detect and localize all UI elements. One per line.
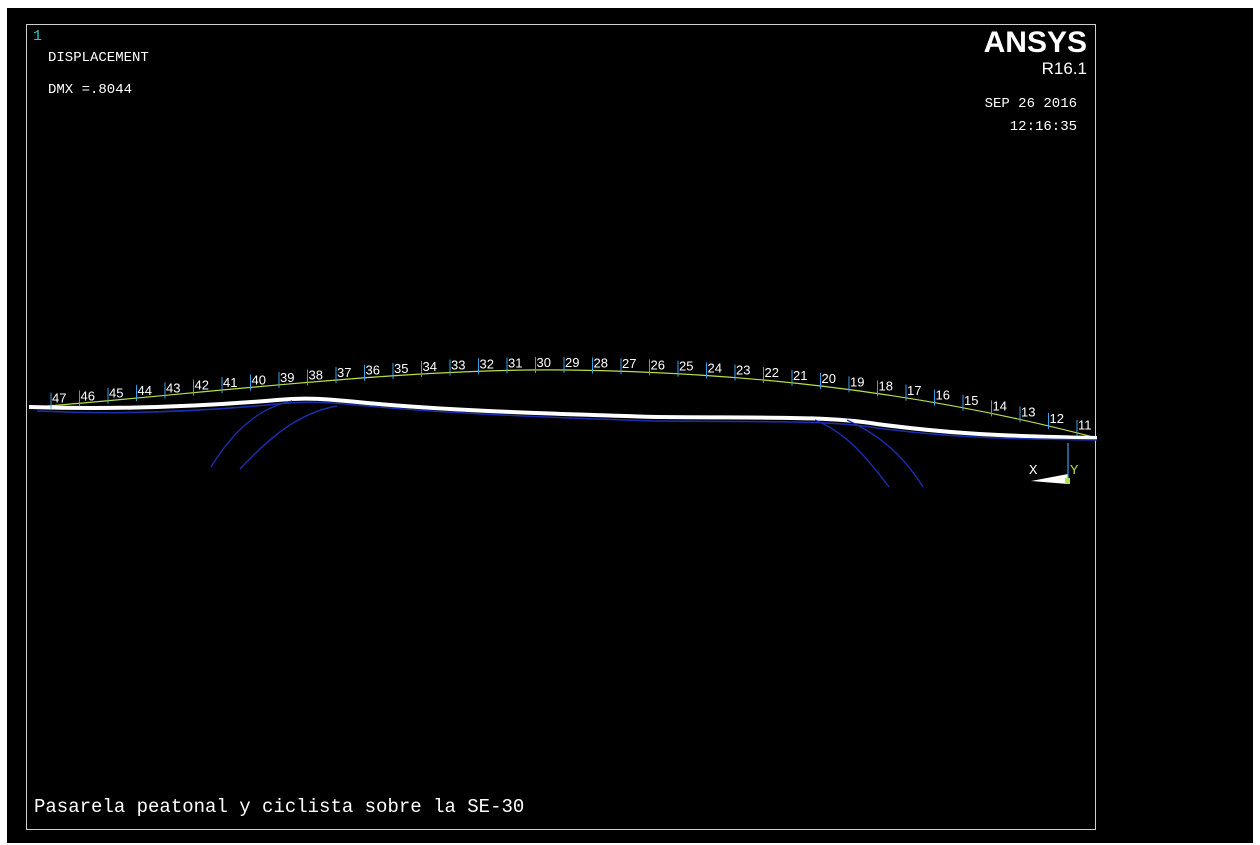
deformed-shape-plot: 47 46 45 44 43 42 41 40 39 38 37 36 35 34 33 32 31 30 29 28… — [28, 355, 1098, 488]
node-label: 43 — [166, 380, 180, 395]
node-label: 25 — [679, 359, 693, 374]
node-label: 21 — [793, 368, 807, 383]
node-label: 27 — [622, 356, 636, 371]
brand-version: R16.1 — [1041, 59, 1087, 78]
max-displacement-readout: DMX =.8044 — [48, 82, 133, 98]
node-label: 36 — [366, 363, 380, 378]
node-label: 29 — [565, 355, 579, 370]
model-caption: Pasarela peatonal y ciclista sobre la SE… — [34, 796, 525, 818]
node-label: 32 — [480, 356, 494, 371]
brand-name: ANSYS — [983, 26, 1087, 59]
graphics-viewport[interactable]: 47 46 45 44 43 42 41 40 39 38 37 36 35 34 33 32 31 30 29 28… — [7, 8, 1253, 843]
triad-x-axis — [1031, 474, 1068, 484]
node-label: 37 — [337, 365, 351, 380]
coordinate-triad: X Y — [1029, 443, 1079, 484]
node-label: 11 — [1078, 418, 1092, 433]
node-label: 18 — [879, 378, 893, 393]
deck-underside-line — [36, 401, 1098, 441]
node-label: 26 — [651, 357, 665, 372]
node-label: 35 — [394, 361, 408, 376]
triad-x-label: X — [1029, 463, 1038, 479]
node-label: 44 — [138, 383, 152, 398]
node-label: 39 — [280, 370, 294, 385]
plot-time: 12:16:35 — [1009, 119, 1077, 135]
undeformed-shape-line — [46, 369, 1098, 439]
deformed-deck — [28, 396, 1098, 440]
window-number: 1 — [33, 28, 43, 45]
node-label: 45 — [109, 386, 123, 401]
plot-date: SEP 26 2016 — [984, 96, 1077, 112]
node-label: 40 — [252, 372, 266, 387]
graphics-window-frame — [26, 24, 1096, 830]
node-label: 42 — [195, 378, 209, 393]
node-label: 41 — [223, 375, 237, 390]
ansys-logo: ANSYS R16.1 — [984, 26, 1087, 78]
node-label: 28 — [594, 355, 608, 370]
left-pier-outer — [210, 400, 293, 468]
node-label: 24 — [708, 360, 722, 375]
node-label: 20 — [822, 371, 836, 386]
left-pier-inner — [239, 405, 338, 470]
node-labels: 47 46 45 44 43 42 41 40 39 38 37 36 35 34 33 32 31 30 29 28… — [50, 355, 1092, 436]
right-pier-inner — [814, 419, 890, 488]
node-label: 16 — [936, 388, 950, 403]
right-pier-outer — [846, 419, 924, 488]
node-label: 14 — [993, 398, 1007, 413]
triad-y-label: Y — [1070, 463, 1079, 479]
node-label: 31 — [508, 355, 522, 370]
node-label: 17 — [907, 383, 921, 398]
node-label: 38 — [309, 367, 323, 382]
node-label: 30 — [537, 355, 551, 370]
triad-origin — [1065, 478, 1070, 484]
node-label: 12 — [1050, 411, 1064, 426]
plot-title: DISPLACEMENT — [48, 50, 149, 66]
node-label: 47 — [52, 391, 66, 406]
node-label: 33 — [451, 357, 465, 372]
node-label: 13 — [1021, 404, 1035, 419]
node-label: 23 — [736, 363, 750, 378]
node-label: 22 — [765, 365, 779, 380]
node-label: 46 — [81, 388, 95, 403]
node-label: 15 — [964, 393, 978, 408]
node-label: 19 — [850, 374, 864, 389]
node-label: 34 — [423, 359, 437, 374]
